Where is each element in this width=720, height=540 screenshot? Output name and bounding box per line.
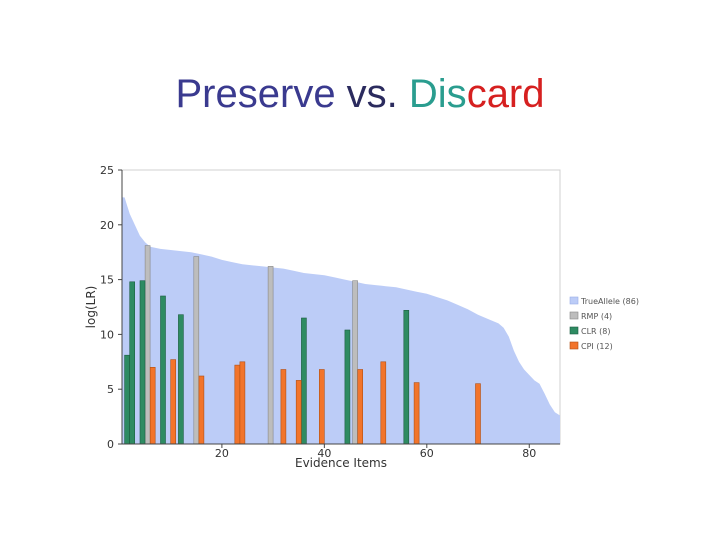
- y-tick-label: 10: [100, 328, 114, 341]
- bar-cpi-6: [295, 380, 302, 445]
- bar-cpi-4: [239, 361, 246, 445]
- legend-swatch: [569, 296, 579, 305]
- bar-clr-4: [178, 314, 184, 445]
- x-ticks: 20 40 60 80: [215, 444, 536, 460]
- bar-cpi-5: [280, 369, 287, 445]
- x-tick-label: 80: [522, 447, 536, 460]
- bar-clr-1: [129, 281, 135, 445]
- x-axis-label: Evidence Items: [295, 456, 387, 470]
- bar-clr-5: [301, 317, 307, 445]
- legend-label: CPI (12): [581, 342, 613, 351]
- legend-label: RMP (4): [581, 312, 612, 321]
- bar-cpi-10: [413, 382, 420, 445]
- bar-rmp-3: [352, 280, 358, 445]
- bar-clr-2: [139, 280, 146, 445]
- bar-cpi-0: [149, 366, 156, 445]
- slide-title: Preserve vs. Discard: [0, 72, 720, 117]
- bar-cpi-7: [318, 369, 325, 445]
- x-tick-label: 60: [420, 447, 434, 460]
- legend-swatch: [569, 326, 579, 335]
- x-tick-label: 40: [317, 447, 331, 460]
- legend-swatch: [569, 341, 579, 350]
- y-tick-label: 0: [107, 438, 114, 451]
- bar-cpi-9: [380, 361, 387, 445]
- bar-clr-3: [160, 295, 166, 445]
- title-word-card: card: [466, 72, 545, 116]
- title-word-vs: vs.: [335, 72, 409, 116]
- legend-label: TrueAllele (86): [580, 297, 639, 306]
- y-tick-label: 25: [100, 164, 114, 177]
- y-ticks: 0 5 10 15 20 25: [100, 164, 122, 451]
- title-word-dis: Dis: [408, 72, 467, 116]
- y-tick-label: 15: [100, 274, 114, 287]
- bar-rmp-2: [267, 266, 274, 445]
- bar-cpi-8: [357, 369, 364, 445]
- legend: TrueAllele (86) RMP (4) CLR (8) CPI (12): [569, 296, 639, 351]
- bar-cpi-2: [198, 375, 205, 445]
- y-tick-label: 5: [107, 383, 114, 396]
- bar-cpi-11: [475, 383, 481, 445]
- bar-clr-7: [403, 309, 410, 445]
- legend-swatch: [569, 311, 579, 320]
- title-word-preserve: Preserve: [175, 72, 336, 116]
- y-tick-label: 20: [100, 219, 114, 232]
- bar-clr-6: [344, 329, 351, 445]
- x-tick-label: 20: [215, 447, 229, 460]
- bar-cpi-3: [234, 364, 241, 445]
- area-layer: [122, 197, 560, 444]
- bar-rmp-0: [144, 245, 151, 445]
- bar-clr-0: [124, 354, 130, 445]
- legend-label: CLR (8): [581, 327, 610, 336]
- y-axis-label: log(LR): [84, 286, 98, 329]
- truallele-area: [122, 197, 560, 444]
- bar-rmp-1: [193, 256, 200, 445]
- bar-layer: [124, 245, 481, 445]
- bar-cpi-1: [170, 359, 176, 445]
